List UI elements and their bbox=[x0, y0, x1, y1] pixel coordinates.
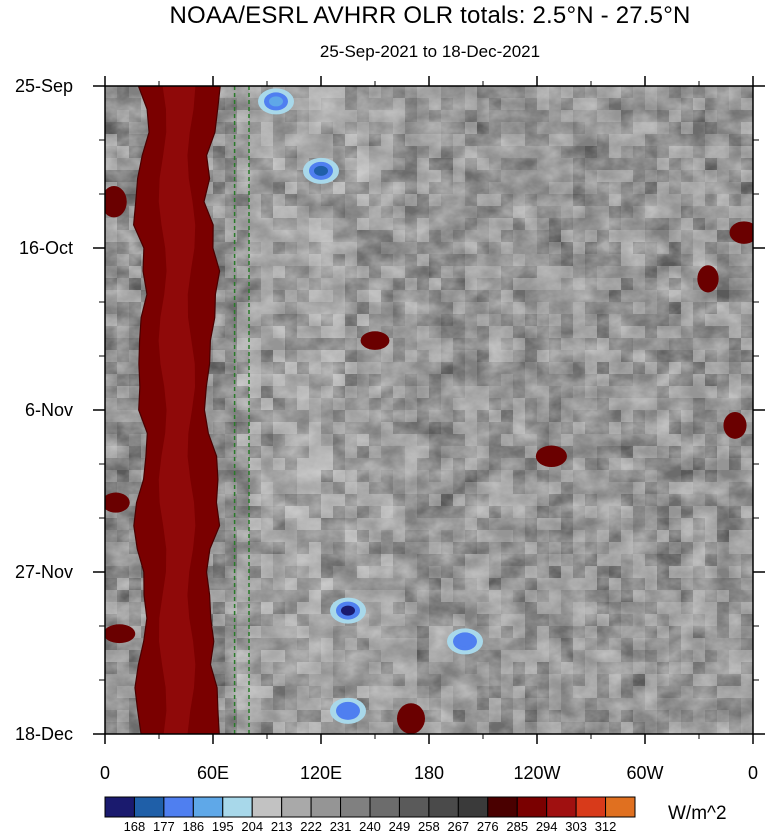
y-tick-label: 16-Oct bbox=[19, 238, 73, 258]
colorbar-swatch bbox=[369, 796, 400, 818]
colorbar-swatch bbox=[546, 796, 577, 818]
colorbar-swatch bbox=[192, 796, 224, 818]
high-olr-band-core bbox=[158, 86, 196, 734]
x-tick-label: 0 bbox=[748, 763, 758, 783]
colorbar-swatch bbox=[398, 796, 430, 818]
colorbar-label: 267 bbox=[447, 819, 469, 834]
x-tick-label: 60W bbox=[626, 763, 663, 783]
high-olr-patch bbox=[360, 331, 390, 350]
low-olr-blob-core bbox=[458, 636, 472, 647]
low-olr-blob-core bbox=[341, 705, 355, 716]
colorbar-swatch bbox=[516, 796, 548, 818]
colorbar-label: 195 bbox=[212, 819, 234, 834]
colorbar-swatch bbox=[222, 796, 253, 818]
colorbar-label: 294 bbox=[536, 819, 558, 834]
x-tick-label: 120W bbox=[513, 763, 560, 783]
colorbar-units: W/m^2 bbox=[668, 803, 727, 824]
colorbar-swatch bbox=[281, 796, 312, 818]
colorbar-swatch bbox=[133, 796, 165, 818]
high-olr-patch bbox=[729, 221, 753, 244]
low-olr-blobs bbox=[258, 88, 483, 724]
colorbar-swatch bbox=[575, 796, 607, 818]
colorbar-swatch bbox=[487, 796, 518, 818]
plot-area bbox=[105, 86, 753, 734]
low-olr-blob-core bbox=[341, 605, 355, 616]
colorbar-label: 285 bbox=[506, 819, 528, 834]
chart-title: NOAA/ESRL AVHRR OLR totals: 2.5°N - 27.5… bbox=[169, 2, 691, 29]
high-olr-patch bbox=[105, 186, 127, 218]
colorbar-label: 303 bbox=[565, 819, 587, 834]
high-olr-patch bbox=[105, 492, 130, 513]
colorbar-label: 276 bbox=[477, 819, 499, 834]
reference-lines bbox=[233, 86, 250, 734]
x-tick-label: 180 bbox=[414, 763, 444, 783]
high-olr-patch bbox=[723, 412, 747, 439]
colorbar-swatch bbox=[605, 796, 636, 818]
colorbar-label: 222 bbox=[300, 819, 322, 834]
colorbar-swatch bbox=[457, 796, 489, 818]
colorbar-swatch bbox=[428, 796, 459, 818]
y-tick-label: 18-Dec bbox=[15, 724, 73, 744]
colorbar-label: 168 bbox=[124, 819, 146, 834]
x-tick-label: 0 bbox=[100, 763, 110, 783]
colorbar-swatch bbox=[104, 796, 135, 818]
colorbar-label: 240 bbox=[359, 819, 381, 834]
high-olr-patch bbox=[105, 624, 136, 644]
y-tick-label: 27-Nov bbox=[15, 562, 73, 582]
colorbar: 168 177 186 195 204 213 222 231 240 249 258 267 276 2… bbox=[104, 796, 727, 834]
high-olr-patch bbox=[535, 445, 567, 468]
chart-subtitle: 25-Sep-2021 to 18-Dec-2021 bbox=[319, 42, 541, 61]
colorbar-swatch bbox=[163, 796, 194, 818]
colorbar-label: 204 bbox=[241, 819, 263, 834]
texture-overlay bbox=[105, 86, 753, 734]
x-axis: 0 60E 120E 180 120W 60W 0 bbox=[100, 76, 758, 783]
high-olr-patch bbox=[396, 703, 426, 734]
colorbar-swatch bbox=[310, 796, 342, 818]
low-olr-blob-core bbox=[314, 165, 328, 176]
y-tick-label: 6-Nov bbox=[25, 400, 73, 420]
low-olr-blob-core bbox=[269, 96, 283, 107]
y-tick-label: 25-Sep bbox=[15, 76, 73, 96]
colorbar-swatch bbox=[251, 796, 283, 818]
colorbar-swatch bbox=[340, 796, 371, 818]
y-axis: 25-Sep 16-Oct 6-Nov 27-Nov 18-Dec bbox=[15, 76, 765, 744]
x-tick-label: 120E bbox=[300, 763, 342, 783]
high-olr-band bbox=[105, 86, 753, 734]
high-olr-patch bbox=[697, 265, 719, 293]
colorbar-label: 312 bbox=[595, 819, 617, 834]
colorbar-label: 177 bbox=[153, 819, 175, 834]
x-tick-label: 60E bbox=[197, 763, 229, 783]
colorbar-label: 186 bbox=[182, 819, 204, 834]
colorbar-label: 249 bbox=[389, 819, 411, 834]
colorbar-label: 231 bbox=[330, 819, 352, 834]
colorbar-label: 258 bbox=[418, 819, 440, 834]
colorbar-label: 213 bbox=[271, 819, 293, 834]
